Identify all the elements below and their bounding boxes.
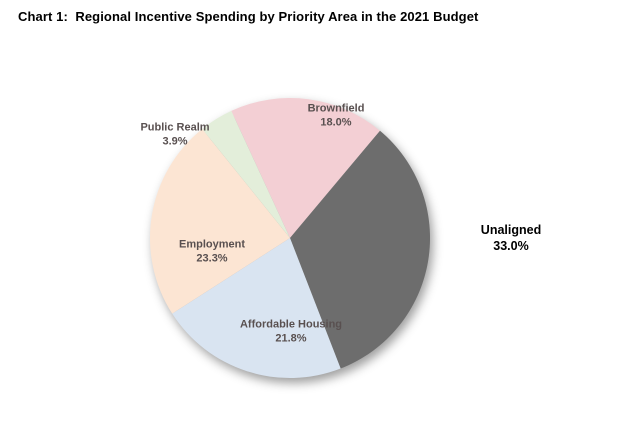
- chart-title: Chart 1: Regional Incentive Spending by …: [18, 9, 479, 24]
- pie-slice-public-realm: [202, 110, 290, 238]
- pie-slice-affordable-housing: [172, 238, 341, 379]
- pie-slice-employment: [149, 128, 290, 314]
- pie-group: [149, 97, 431, 379]
- pie-slice-unaligned: [290, 130, 431, 369]
- pie-slice-brownfield: [231, 97, 380, 238]
